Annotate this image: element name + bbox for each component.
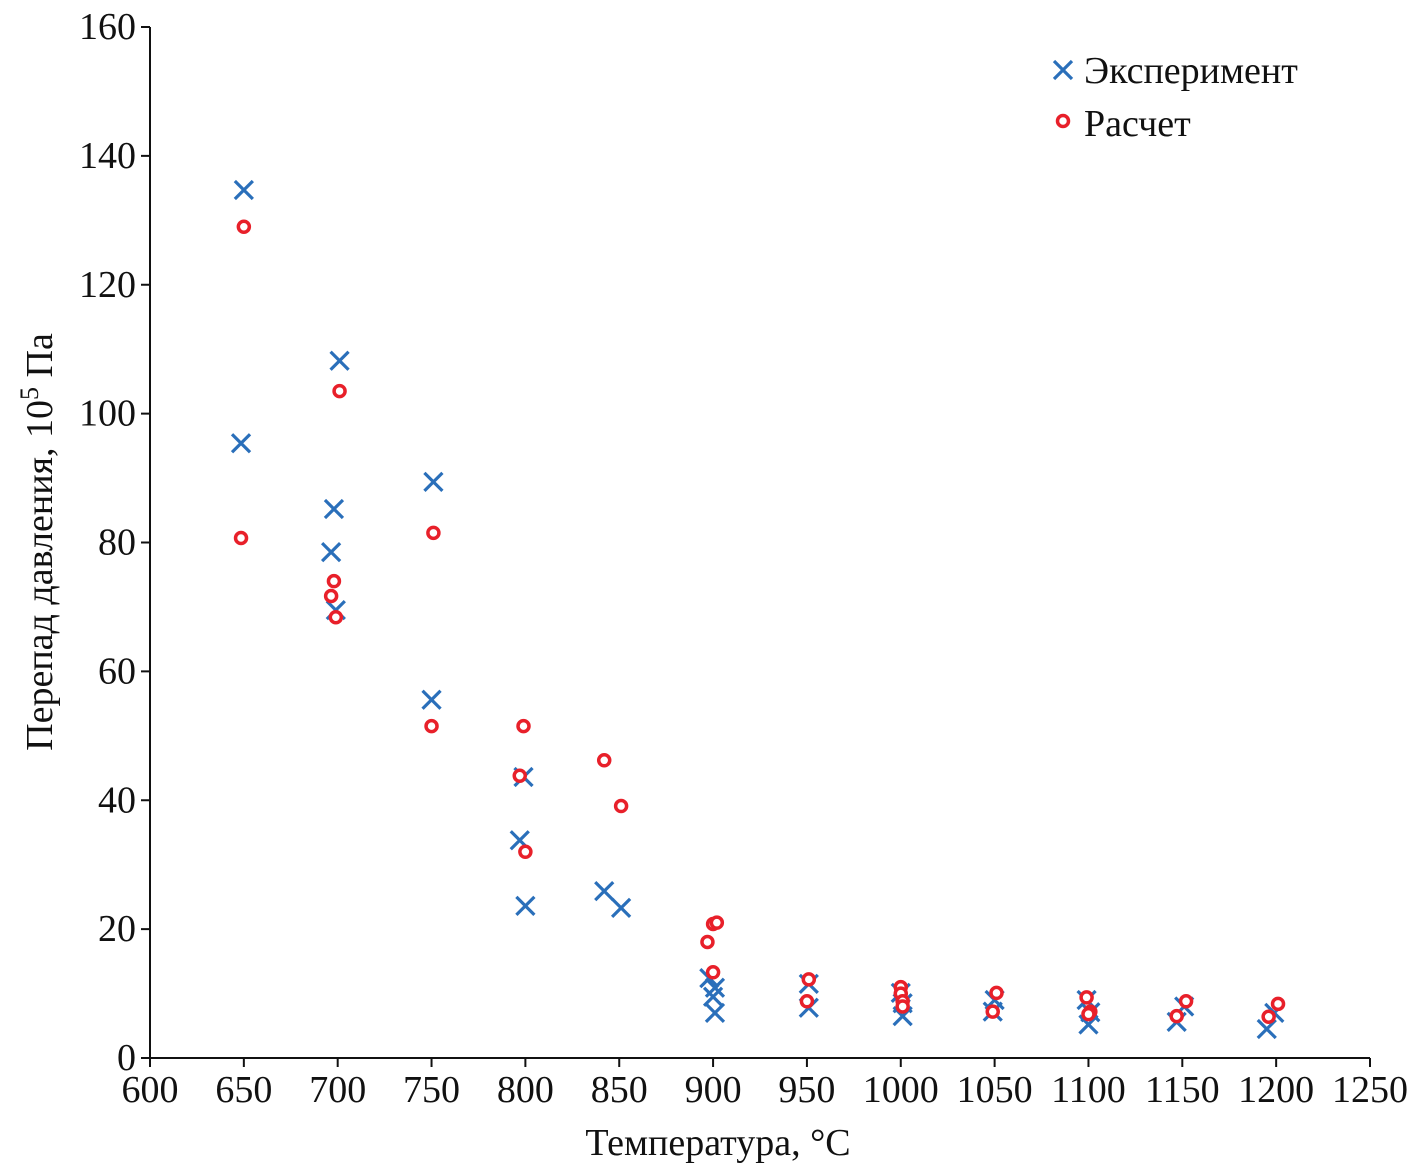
legend-o-marker: [1055, 113, 1071, 129]
experiment-point: [1256, 1018, 1277, 1040]
data-marks: [230, 179, 1286, 1040]
experiment-point: [320, 542, 342, 563]
x-tick-label: 750: [403, 1069, 460, 1111]
y-axis-label-main: Перепад давления, 10: [19, 400, 61, 751]
calculation-point: [426, 525, 441, 541]
y-tick-label: 120: [79, 264, 136, 306]
calculation-point: [233, 530, 249, 546]
calculation-point: [1079, 990, 1094, 1005]
y-axis-label: Перепад давления, 105 Па: [15, 333, 61, 751]
calculation-point: [1261, 1009, 1276, 1025]
experiment-point: [704, 1002, 726, 1024]
legend-label-calculation: Расчет: [1084, 103, 1191, 145]
calculation-point: [700, 934, 715, 950]
x-tick-label: 1050: [957, 1069, 1033, 1111]
x-tick-label: 1150: [1145, 1069, 1220, 1111]
x-tick-label: 600: [122, 1069, 179, 1111]
calculation-point: [799, 994, 815, 1009]
axes: 600 650 700 750 800 850 900 950 1000 1050 1100 1150…: [79, 6, 1408, 1111]
y-tick-label: 60: [98, 650, 136, 692]
x-tick-label: 900: [685, 1069, 742, 1111]
calculation-point: [323, 588, 339, 604]
y-tick-label: 100: [79, 393, 136, 435]
experiment-point: [329, 350, 350, 371]
experiment-point: [421, 689, 442, 710]
experiment-point: [230, 433, 252, 454]
calculation-point: [1169, 1008, 1184, 1024]
x-axis-label: Температура, °C: [585, 1122, 850, 1164]
experiment-point: [323, 498, 345, 520]
calculation-point: [1270, 996, 1286, 1012]
legend-label-experiment: Эксперимент: [1084, 50, 1298, 92]
calculation-point: [512, 768, 528, 784]
y-tick-label: 40: [98, 779, 136, 821]
legend-x-marker: [1052, 59, 1074, 81]
calculation-point: [613, 798, 629, 814]
experiment-point: [515, 895, 536, 917]
x-tick-label: 1000: [863, 1069, 939, 1111]
y-tick-label: 80: [98, 522, 136, 564]
experiment-point: [610, 897, 632, 918]
x-tick-label: 700: [309, 1069, 366, 1111]
calculation-point: [236, 219, 252, 235]
calculation-point: [328, 609, 344, 625]
calculation-point: [709, 915, 725, 930]
legend-marker-calculation: [1055, 113, 1071, 129]
calculation-point: [332, 383, 347, 399]
y-tick-label: 0: [117, 1037, 136, 1079]
y-tick-label: 140: [79, 135, 136, 177]
experiment-point: [423, 471, 444, 493]
y-axis-label-exponent: 5: [15, 387, 44, 400]
calculation-point: [1081, 1006, 1096, 1022]
x-tick-label: 1100: [1051, 1069, 1126, 1111]
y-axis-label-unit: Па: [19, 333, 61, 387]
calculation-point: [326, 573, 342, 589]
x-tick-label: 800: [497, 1069, 554, 1111]
calculation-point: [596, 753, 612, 768]
y-tick-label: 20: [98, 908, 136, 950]
x-tick-label: 950: [778, 1069, 835, 1111]
experiment-point: [1078, 1014, 1099, 1035]
calculation-point: [424, 718, 439, 734]
x-tick-label: 850: [591, 1069, 648, 1111]
x-tick-label: 1200: [1238, 1069, 1314, 1111]
calculation-point: [1178, 994, 1194, 1009]
calculation-point: [801, 972, 817, 987]
y-tick-label: 160: [79, 6, 136, 48]
calculation-point: [989, 985, 1004, 1001]
calculation-point: [518, 844, 533, 860]
calculation-point: [985, 1004, 1000, 1019]
experiment-point: [233, 179, 254, 201]
calculation-point: [516, 718, 531, 734]
calculation-point: [895, 999, 910, 1014]
experiment-point: [594, 880, 615, 902]
x-tick-label: 650: [215, 1069, 272, 1111]
x-tick-label: 1250: [1332, 1069, 1408, 1111]
calculation-point: [705, 965, 721, 980]
legend: Эксперимент Расчет: [1052, 50, 1298, 145]
legend-marker-experiment: [1052, 59, 1074, 81]
